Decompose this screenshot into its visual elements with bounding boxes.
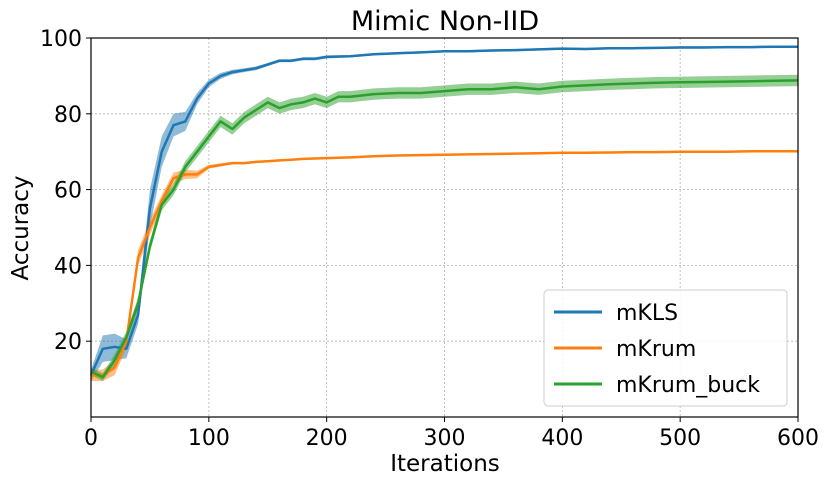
x-tick-label: 300 xyxy=(424,426,466,451)
series-lines xyxy=(89,45,799,379)
axis-ticks: 0 100 200 300 400 500 600 20 40 60 80 100 xyxy=(40,27,819,451)
x-tick-label: 200 xyxy=(306,426,348,451)
y-tick-label: 80 xyxy=(54,103,82,128)
legend-label-mKLS: mKLS xyxy=(616,301,678,326)
x-tick-label: 100 xyxy=(188,426,230,451)
y-tick-label: 60 xyxy=(54,179,82,204)
y-tick-label: 100 xyxy=(40,27,82,52)
series-line-mKLS xyxy=(89,45,798,376)
series-line-mKrum xyxy=(91,150,798,377)
x-tick-label: 500 xyxy=(659,426,701,451)
legend: mKLS mKrum mKrum_buck xyxy=(543,289,788,407)
x-axis-label: Iterations xyxy=(390,451,500,477)
legend-box xyxy=(543,289,788,407)
y-tick-label: 20 xyxy=(54,330,82,355)
x-tick-label: 400 xyxy=(541,426,583,451)
legend-label-mKrum_buck: mKrum_buck xyxy=(616,373,760,398)
legend-label-mKrum: mKrum xyxy=(616,337,696,362)
chart-title: Mimic Non-IID xyxy=(351,6,539,37)
y-tick-label: 40 xyxy=(54,254,82,279)
series-line-mKrum_buck xyxy=(90,79,799,379)
x-tick-label: 600 xyxy=(777,426,819,451)
y-axis-label: Accuracy xyxy=(8,175,34,280)
x-tick-label: 0 xyxy=(84,426,98,451)
